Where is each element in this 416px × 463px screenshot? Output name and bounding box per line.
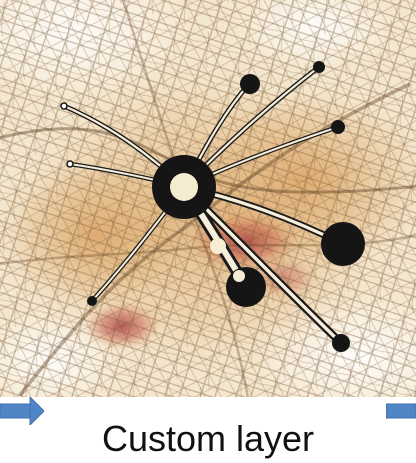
flow-nodes[interactable] [60, 61, 365, 352]
southern-connector-node-small [233, 270, 245, 282]
east-upper-node [331, 120, 345, 134]
caption-row: Custom layer [0, 397, 416, 463]
northwest-node [60, 102, 68, 110]
map-view[interactable] [0, 0, 416, 397]
west-node [66, 160, 74, 168]
north-node [240, 74, 260, 94]
map-canvas[interactable] [0, 0, 416, 397]
hub-node-center [170, 173, 198, 201]
southern-connector-node [210, 238, 226, 254]
south-node [226, 267, 266, 307]
northeast-node [313, 61, 325, 73]
east-large-node [321, 222, 365, 266]
arrow-right-icon [0, 397, 44, 425]
southeast-node [332, 334, 350, 352]
southwest-node [87, 296, 97, 306]
arrow-right-icon [386, 403, 416, 419]
caption-label: Custom layer [101, 418, 315, 459]
